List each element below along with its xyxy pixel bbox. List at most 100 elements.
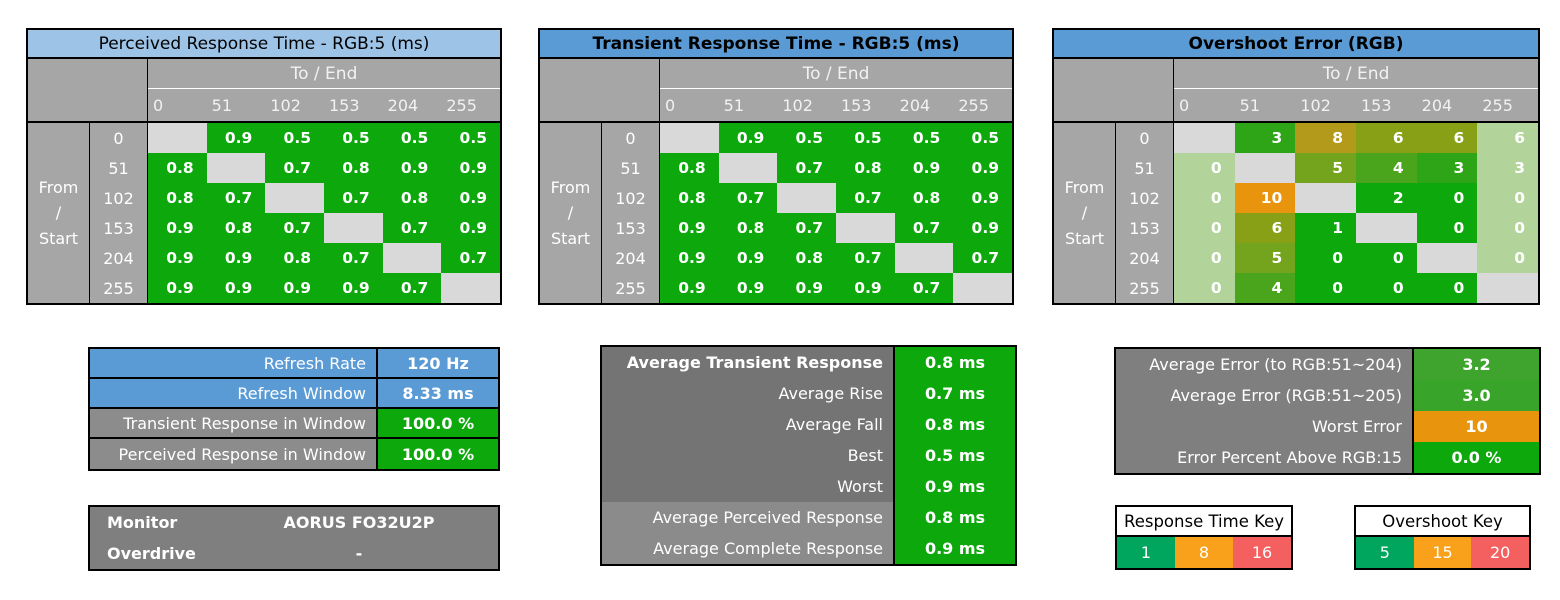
avg-transient-label: Average Transient Response (602, 347, 895, 378)
matrix-cell: 0.5 (894, 123, 954, 153)
matrix-cell: 0.7 (382, 273, 442, 303)
summary-row: Worst Error 10 (1116, 411, 1539, 442)
to-end-axis-label: To / End (660, 59, 1012, 89)
row-header: 255 (90, 273, 148, 303)
matrix-cell: 0.7 (836, 183, 895, 213)
matrix-cell: 0 (1416, 213, 1478, 243)
matrix-diagonal-cell (382, 243, 442, 273)
matrix-cell: 0.9 (953, 153, 1012, 183)
summary-row: Average Complete Response 0.9 ms (602, 533, 1015, 564)
row-header: 102 (90, 183, 148, 213)
matrix-cell: 0.9 (953, 213, 1012, 243)
row-header: 153 (1116, 213, 1174, 243)
matrix-cell: 0.5 (382, 123, 442, 153)
matrix-cell: 0 (1174, 273, 1235, 303)
refresh-window-value: 8.33 ms (378, 379, 498, 407)
row-header: 51 (1116, 153, 1174, 183)
matrix-cell: 0 (1174, 213, 1235, 243)
avg-perceived-label: Average Perceived Response (602, 502, 895, 533)
column-header: 51 (718, 89, 778, 123)
to-end-axis-label: To / End (1174, 59, 1538, 89)
summary-row: Average Fall 0.8 ms (602, 409, 1015, 440)
matrix-diagonal-cell (1295, 183, 1356, 213)
refresh-summary-table: Refresh Rate 120 Hz Refresh Window 8.33 … (88, 347, 500, 471)
key-cell-orange: 8 (1175, 537, 1233, 568)
transient-table-grid: To / End From / Start 0 51 102 153 204 255 0 0.… (538, 59, 1014, 305)
matrix-diagonal-cell (836, 213, 895, 243)
avg-rise-label: Average Rise (602, 378, 895, 409)
column-header: 255 (1477, 89, 1538, 123)
summary-row: Average Transient Response 0.8 ms (602, 347, 1015, 378)
matrix-cell: 2 (1356, 183, 1417, 213)
matrix-diagonal-cell (441, 273, 500, 303)
summary-row: Refresh Rate 120 Hz (90, 349, 498, 379)
summary-row: Average Error (RGB:51~205) 3.0 (1116, 380, 1539, 411)
refresh-window-label: Refresh Window (90, 379, 378, 407)
avg-rise-value: 0.7 ms (895, 378, 1015, 409)
avg-error-label: Average Error (RGB:51~205) (1116, 380, 1414, 411)
matrix-cell: 0.7 (777, 153, 836, 183)
avg-complete-label: Average Complete Response (602, 533, 895, 564)
avg-transient-value: 0.8 ms (895, 347, 1015, 378)
matrix-diagonal-cell (148, 123, 207, 153)
to-end-axis-label: To / End (148, 59, 500, 89)
matrix-diagonal-cell (660, 123, 719, 153)
column-header: 0 (660, 89, 719, 123)
matrix-cell: 0.8 (894, 183, 954, 213)
matrix-cell: 0.9 (206, 123, 266, 153)
perceived-table-title: Perceived Response Time - RGB:5 (ms) (26, 28, 502, 59)
response-time-key: Response Time Key 1 8 16 (1115, 505, 1293, 570)
column-header: 0 (1174, 89, 1235, 123)
matrix-cell: 0.7 (265, 213, 324, 243)
matrix-cell: 0.8 (660, 183, 719, 213)
avg-error-to-value: 3.2 (1414, 349, 1539, 380)
matrix-cell: 0.7 (718, 183, 778, 213)
from-start-axis-label: From / Start (1054, 123, 1116, 303)
matrix-diagonal-cell (1356, 213, 1417, 243)
monitor-info-table: Monitor AORUS FO32U2P Overdrive - (88, 505, 500, 571)
matrix-cell: 0.7 (382, 213, 442, 243)
matrix-diagonal-cell (206, 153, 266, 183)
overshoot-error-table: Overshoot Error (RGB) To / End From / St… (1052, 28, 1540, 305)
matrix-diagonal-cell (324, 213, 383, 243)
overshoot-error-summary-table: Average Error (to RGB:51~204) 3.2 Averag… (1114, 347, 1541, 475)
matrix-cell: 0.7 (777, 213, 836, 243)
row-header: 0 (1116, 123, 1174, 153)
summary-row: Worst 0.9 ms (602, 471, 1015, 502)
perceived-in-window-label: Perceived Response in Window (90, 439, 378, 469)
matrix-cell: 0.8 (382, 183, 442, 213)
matrix-cell: 0.8 (660, 153, 719, 183)
matrix-cell: 0.9 (777, 273, 836, 303)
matrix-cell: 0.9 (718, 273, 778, 303)
matrix-cell: 0 (1477, 183, 1538, 213)
matrix-cell: 6 (1477, 123, 1538, 153)
column-header: 153 (836, 89, 895, 123)
matrix-cell: 8 (1295, 123, 1356, 153)
avg-error-value: 3.0 (1414, 380, 1539, 411)
best-value: 0.5 ms (895, 440, 1015, 471)
matrix-cell: 0 (1174, 183, 1235, 213)
matrix-diagonal-cell (953, 273, 1012, 303)
response-time-key-title: Response Time Key (1117, 507, 1291, 537)
key-cell-red: 20 (1471, 537, 1530, 568)
matrix-cell: 0.8 (148, 153, 207, 183)
matrix-cell: 5 (1295, 153, 1356, 183)
matrix-cell: 0.9 (836, 273, 895, 303)
column-header: 102 (265, 89, 324, 123)
matrix-cell: 0 (1174, 153, 1235, 183)
matrix-cell: 0.7 (206, 183, 266, 213)
matrix-cell: 0 (1295, 273, 1356, 303)
matrix-cell: 0.9 (441, 183, 500, 213)
summary-row: Best 0.5 ms (602, 440, 1015, 471)
corner-blank (1054, 59, 1174, 123)
summary-row: Error Percent Above RGB:15 0.0 % (1116, 442, 1539, 473)
matrix-cell: 0 (1416, 273, 1478, 303)
matrix-diagonal-cell (894, 243, 954, 273)
transient-in-window-value: 100.0 % (378, 409, 498, 437)
worst-value: 0.9 ms (895, 471, 1015, 502)
matrix-cell: 0.5 (953, 123, 1012, 153)
overshoot-key-title: Overshoot Key (1356, 507, 1529, 537)
summary-row: Refresh Window 8.33 ms (90, 379, 498, 409)
column-header: 204 (1416, 89, 1478, 123)
matrix-cell: 0.5 (265, 123, 324, 153)
